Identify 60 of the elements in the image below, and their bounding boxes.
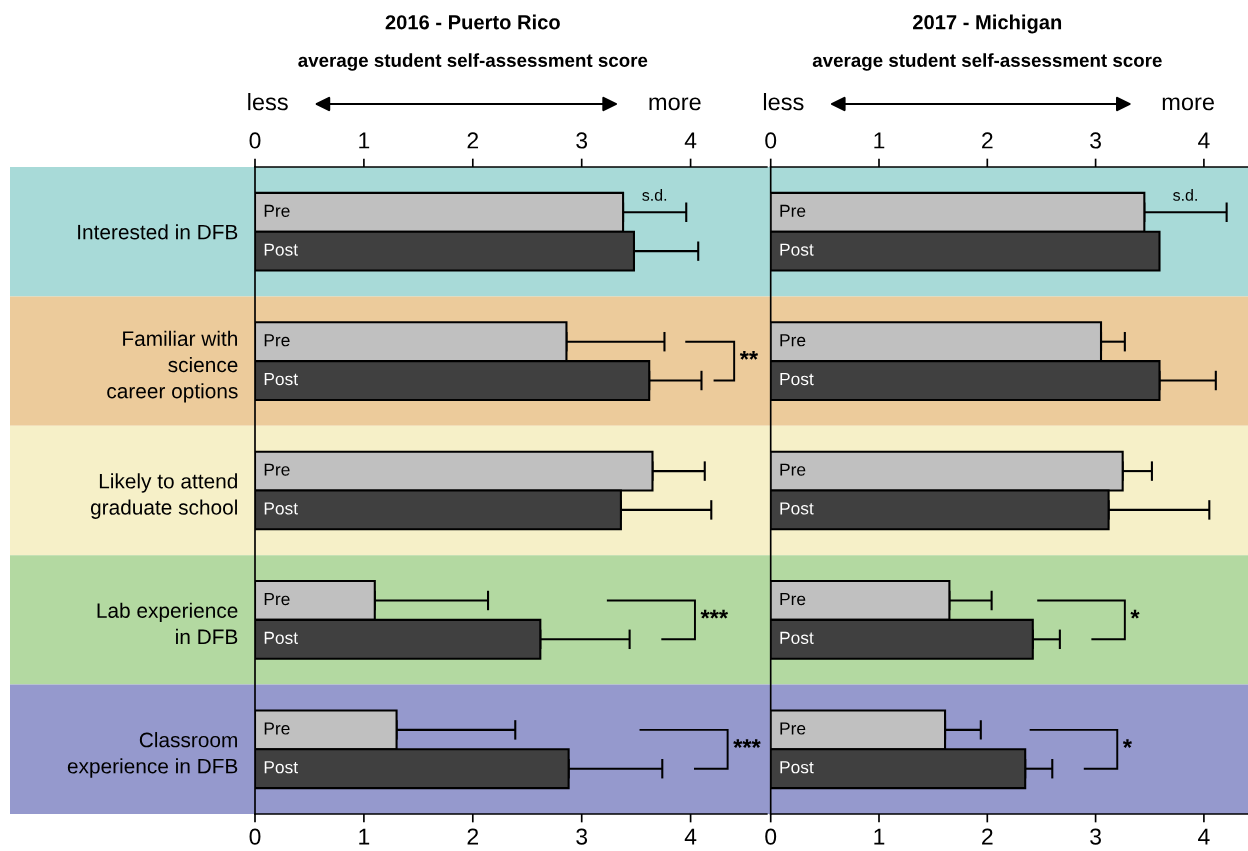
x-tick-label: 3 xyxy=(1090,828,1101,845)
text: Post xyxy=(780,631,814,644)
x-tick-label: 4 xyxy=(1198,828,1210,845)
band-label: * xyxy=(1130,609,1140,619)
text: Post xyxy=(264,761,298,774)
annotation: s.d. xyxy=(1173,189,1197,201)
x-tick-label: 1 xyxy=(359,828,370,845)
text: Post xyxy=(780,373,814,386)
text: Pre xyxy=(264,722,290,735)
x2-tick-label: 1 xyxy=(359,132,370,149)
text: Pre xyxy=(264,593,290,606)
chart-title: 2017 - Michigan xyxy=(913,14,1062,34)
text: Post xyxy=(780,761,814,774)
x-tick-label: 2 xyxy=(467,828,479,845)
text: less xyxy=(248,93,288,111)
x-tick-label: 3 xyxy=(576,828,588,845)
band-label: *** xyxy=(733,739,761,748)
text: Post xyxy=(264,373,298,386)
text: Post xyxy=(780,502,814,515)
y-tick-label: Interested in DFB xyxy=(78,224,238,240)
annotation: s.d. xyxy=(642,189,667,201)
text: Pre xyxy=(264,463,290,476)
chart-title: 2016 - Puerto Rico xyxy=(385,14,560,30)
x-tick-label: 4 xyxy=(684,828,697,845)
text: less xyxy=(763,93,804,111)
x-axis-title: average student self-assessment score xyxy=(298,53,648,71)
band-label: ** xyxy=(739,350,759,360)
band-label: * xyxy=(1122,739,1132,748)
x-axis-title: average student self-assessment score xyxy=(812,53,1162,71)
y-tick-label: Classroom experience in DFB xyxy=(67,732,238,778)
x-tick-label: 0 xyxy=(765,828,777,845)
text: Pre xyxy=(780,334,806,347)
y-tick-label: Lab experience in DFB xyxy=(97,602,238,644)
x2-tick-label: 4 xyxy=(1198,132,1210,149)
series-label: Post xyxy=(780,243,814,256)
text: more xyxy=(1162,97,1214,111)
y-tick-label: Likely to attend graduate school xyxy=(90,473,237,519)
x2-tick-label: 1 xyxy=(874,132,885,149)
text: Pre xyxy=(780,463,806,476)
x-tick-label: 0 xyxy=(249,828,261,845)
text: Post xyxy=(264,502,298,515)
y-tick-label: Familiar with science career options xyxy=(107,330,238,403)
x2-tick-label: 4 xyxy=(684,132,697,149)
text: Pre xyxy=(780,722,806,735)
x-tick-label: 2 xyxy=(982,828,993,845)
text: Pre xyxy=(264,334,290,347)
x2-tick-label: 0 xyxy=(249,132,261,149)
x2-tick-label: 3 xyxy=(576,132,588,149)
series-label: Pre xyxy=(780,204,806,217)
x2-tick-label: 2 xyxy=(467,132,479,149)
band-label: *** xyxy=(700,609,729,619)
text: more xyxy=(649,97,701,111)
x2-tick-label: 2 xyxy=(982,132,993,149)
series-label: Pre xyxy=(264,204,290,217)
series-label: Post xyxy=(264,243,298,256)
text: Pre xyxy=(780,593,806,606)
x-tick-label: 1 xyxy=(874,828,885,845)
text: Post xyxy=(264,631,298,644)
x2-tick-label: 0 xyxy=(765,132,777,149)
x2-tick-label: 3 xyxy=(1090,132,1101,149)
